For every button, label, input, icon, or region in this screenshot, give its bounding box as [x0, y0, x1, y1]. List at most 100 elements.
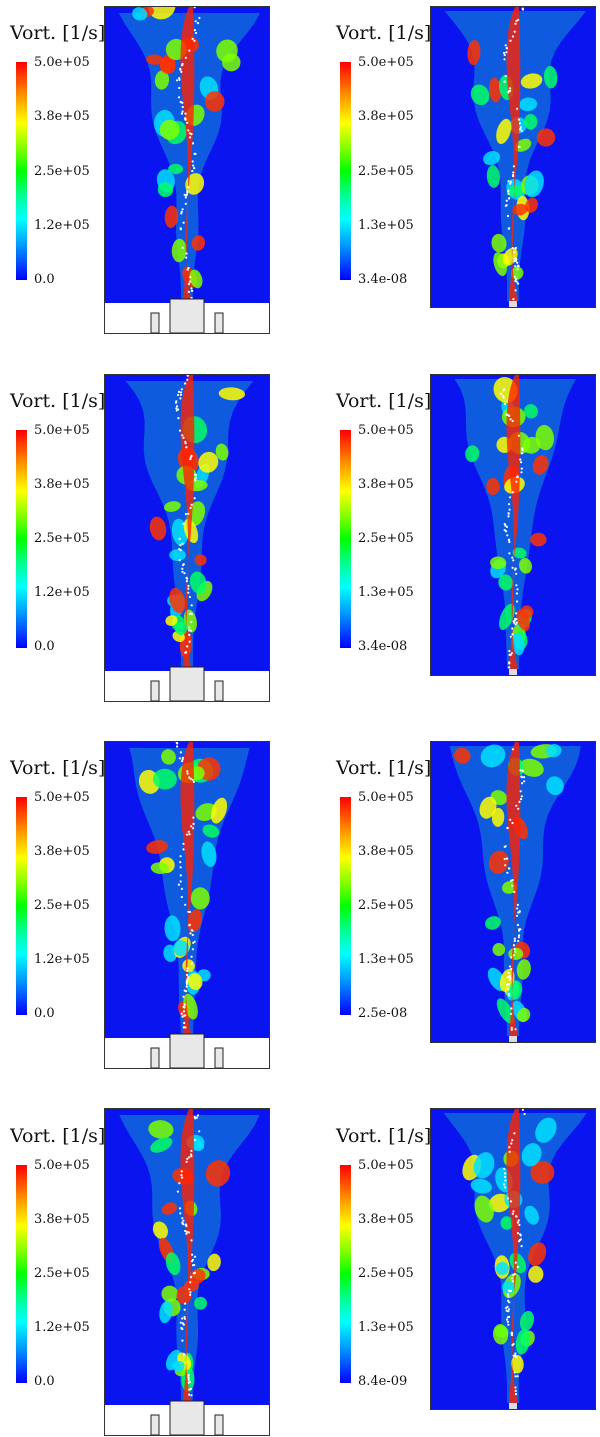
- particle: [185, 990, 188, 993]
- particle: [510, 956, 513, 959]
- vortex-blob: [515, 1328, 531, 1355]
- particle: [505, 46, 508, 50]
- particle: [519, 790, 522, 793]
- particle: [189, 932, 192, 935]
- vortex-blob: [543, 66, 558, 89]
- particle: [505, 204, 508, 207]
- particle: [519, 769, 522, 772]
- particle: [181, 1327, 184, 1331]
- colorbar: [340, 797, 351, 1015]
- particle: [509, 182, 512, 185]
- particle: [513, 30, 516, 33]
- tick-label: 5.0e+05: [34, 790, 90, 805]
- particle: [511, 556, 514, 559]
- tick-label: 2.5e+05: [34, 164, 90, 179]
- particle: [505, 525, 508, 528]
- particle: [511, 633, 514, 636]
- particle: [507, 975, 510, 978]
- particle: [183, 572, 186, 575]
- vortex-blob: [546, 776, 564, 796]
- vortex-blob: [525, 197, 538, 213]
- vortex-blob: [498, 574, 513, 591]
- particle: [515, 584, 518, 587]
- vortex-blob: [512, 547, 527, 559]
- particle: [186, 191, 189, 194]
- particle: [183, 1317, 186, 1320]
- particle: [184, 651, 188, 654]
- particle: [509, 180, 513, 183]
- vortex-blob: [474, 1195, 494, 1223]
- colorbar-title: Vort. [1/s]: [10, 390, 106, 412]
- nozzle: [169, 666, 205, 701]
- jet-core: [506, 742, 521, 1036]
- particle: [509, 496, 512, 499]
- particle: [178, 78, 181, 81]
- particle: [508, 1315, 511, 1318]
- particle: [516, 914, 519, 917]
- particle: [519, 1234, 522, 1237]
- tick-label: 1.2e+05: [34, 952, 90, 967]
- particle: [514, 1352, 517, 1355]
- particle: [179, 874, 182, 877]
- particle: [180, 112, 183, 115]
- vortex-blob: [517, 1007, 531, 1023]
- particle: [520, 471, 523, 474]
- particle: [521, 782, 524, 785]
- particle: [187, 1374, 190, 1377]
- particle: [514, 289, 517, 292]
- vortex-blob: [479, 796, 497, 819]
- particle: [191, 1258, 195, 1261]
- particle: [513, 621, 516, 624]
- particle: [186, 973, 189, 977]
- particle: [510, 1028, 513, 1031]
- particle: [185, 252, 188, 255]
- particle: [190, 454, 193, 457]
- particle: [503, 857, 506, 861]
- particle: [193, 497, 196, 500]
- particle: [516, 1375, 519, 1378]
- vortex-blob: [486, 478, 500, 495]
- particle: [507, 1299, 510, 1302]
- particle: [509, 965, 512, 968]
- particle: [191, 160, 194, 163]
- jet-core: [180, 742, 195, 1038]
- particle: [512, 171, 515, 174]
- particle: [188, 626, 191, 629]
- particle: [184, 1223, 187, 1226]
- vortex-blob: [201, 841, 217, 867]
- particle: [178, 86, 181, 90]
- particle: [187, 282, 190, 286]
- particle: [507, 1323, 510, 1326]
- colorbar: [16, 430, 27, 648]
- tick-label: 3.4e-08: [358, 639, 408, 654]
- tick-label: 5.0e+05: [358, 1158, 414, 1173]
- particle: [510, 1331, 514, 1335]
- particle: [184, 202, 187, 205]
- vortex-blob: [501, 881, 517, 894]
- vortex-blob: [173, 940, 189, 957]
- particle: [181, 64, 184, 67]
- colorbar: [340, 62, 351, 280]
- vortex-blob: [159, 57, 176, 75]
- particle: [510, 1277, 513, 1280]
- particle: [179, 544, 182, 547]
- particle: [179, 1321, 182, 1324]
- particle: [186, 1230, 189, 1234]
- particle: [513, 948, 516, 951]
- tick-label: 1.2e+05: [34, 218, 90, 233]
- particle: [187, 591, 190, 594]
- particle: [189, 629, 192, 632]
- particle: [521, 449, 524, 452]
- particle: [190, 1394, 193, 1397]
- particle: [514, 278, 518, 281]
- vortex-blob: [191, 235, 206, 251]
- particle: [188, 910, 192, 914]
- particle: [192, 164, 195, 167]
- particle: [186, 268, 189, 271]
- jet-core: [180, 1109, 195, 1405]
- vortex-blob: [169, 587, 186, 614]
- particle: [186, 121, 189, 124]
- particle: [189, 458, 192, 461]
- particle: [511, 1139, 514, 1142]
- vortex-blob: [485, 916, 501, 930]
